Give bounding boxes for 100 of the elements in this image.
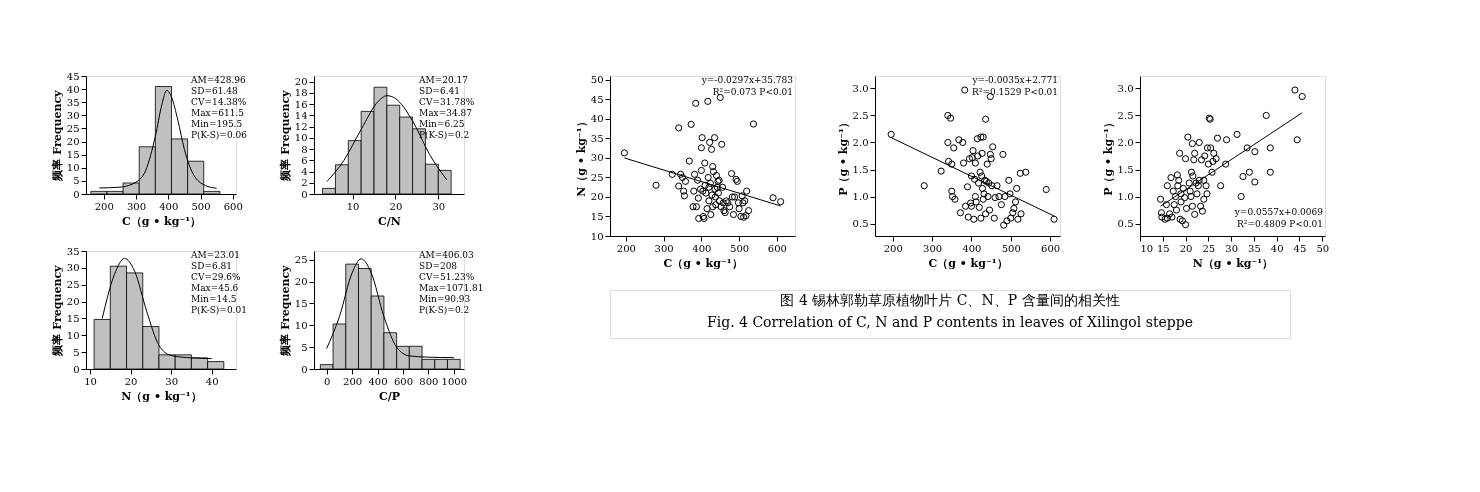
annotation: y=-0.0035x+2.771	[971, 75, 1058, 85]
x-tick-label: 500	[1001, 242, 1021, 254]
x-tick-label: 300	[654, 242, 674, 254]
y-axis-title: 频率 Frequency	[50, 264, 64, 357]
y-tick-label: 10	[294, 319, 308, 331]
x-tick-label: 1000	[441, 375, 468, 387]
y-tick-label: 1.0	[1117, 191, 1134, 203]
y-tick-label: 0	[301, 188, 308, 200]
y-axis-title: N（g • kg⁻¹）	[574, 116, 588, 197]
y-tick-label: 30	[66, 262, 80, 274]
y-tick-label: 8	[301, 143, 308, 155]
caption: Fig. 4 Correlation of C, N and P contents in leaves of Xilingol steppe	[706, 314, 1194, 330]
y-axis-title: 频率 Frequency	[278, 264, 292, 357]
x-tick-label: 20	[124, 375, 138, 387]
y-tick-label: 16	[294, 98, 308, 110]
y-tick-label: 0	[73, 188, 80, 200]
y-tick-label: 5	[73, 346, 80, 358]
annotation: CV=29.6%	[191, 272, 241, 282]
annotation: P(K-S)=0.01	[191, 305, 247, 315]
x-tick-label: 600	[767, 242, 787, 254]
y-tick-label: 1.5	[852, 164, 869, 176]
y-tick-label: 14	[294, 109, 308, 121]
x-tick-label: 30	[1225, 242, 1238, 254]
annotation: CV=51.23%	[419, 272, 475, 282]
y-tick-label: 50	[590, 74, 604, 86]
annotation: SD=6.81	[191, 261, 232, 271]
x-tick-label: 300	[923, 242, 943, 254]
annotation: AM=20.17	[418, 75, 469, 85]
y-tick-label: 1.0	[852, 191, 869, 203]
x-axis-title: C/N	[378, 214, 401, 228]
y-tick-label: 45	[590, 93, 604, 105]
y-tick-label: 5	[73, 175, 80, 187]
annotation: Max=45.6	[191, 283, 239, 293]
y-tick-label: 5	[301, 341, 308, 353]
x-tick-label: 20	[1179, 242, 1193, 254]
x-tick-label: 400	[962, 242, 982, 254]
y-axis-title: 频率 Frequency	[50, 89, 64, 182]
y-tick-label: 1.5	[1117, 164, 1134, 176]
x-tick-label: 200	[883, 242, 903, 254]
annotation: Max=611.5	[191, 108, 245, 118]
y-tick-label: 0.5	[852, 218, 869, 230]
x-tick-label: 800	[419, 375, 439, 387]
y-tick-label: 35	[66, 96, 80, 108]
y-tick-label: 18	[294, 87, 308, 99]
annotation: y=-0.0297x+35.783	[700, 75, 794, 85]
y-tick-label: 20	[66, 296, 80, 308]
x-tick-label: 500	[191, 200, 211, 212]
annotation: R²=0.073 P<0.01	[712, 87, 793, 97]
annotation: CV=31.78%	[419, 97, 475, 107]
y-tick-label: 40	[590, 113, 604, 125]
annotation: SD=6.41	[419, 86, 460, 96]
x-tick-label: 15	[1156, 242, 1170, 254]
y-tick-label: 30	[66, 109, 80, 121]
x-tick-label: 500	[730, 242, 750, 254]
y-axis-title: P（g • kg⁻¹）	[836, 117, 850, 196]
annotation: Max=1071.81	[419, 283, 484, 293]
annotation: Min=90.93	[419, 294, 471, 304]
annotation: CV=14.38%	[191, 97, 247, 107]
y-tick-label: 10	[66, 162, 80, 174]
x-axis-title: N（g • kg⁻¹）	[1192, 256, 1274, 270]
y-tick-label: 25	[66, 279, 80, 291]
x-tick-label: 45	[1293, 242, 1307, 254]
y-tick-label: 25	[66, 122, 80, 134]
y-tick-label: 0	[73, 363, 80, 375]
x-axis-title: C（g • kg⁻¹）	[121, 214, 202, 228]
x-tick-label: 30	[432, 200, 446, 212]
y-tick-label: 15	[66, 312, 80, 324]
x-axis-title: C（g • kg⁻¹）	[663, 256, 743, 270]
x-tick-label: 600	[223, 200, 243, 212]
x-tick-label: 200	[343, 375, 363, 387]
y-tick-label: 3.0	[852, 82, 869, 94]
x-tick-label: 400	[159, 200, 179, 212]
x-tick-label: 40	[1270, 242, 1284, 254]
annotation: AM=428.96	[190, 75, 247, 85]
y-tick-label: 6	[301, 154, 308, 166]
x-tick-label: 300	[126, 200, 147, 212]
y-tick-label: 15	[66, 149, 80, 161]
y-tick-label: 35	[590, 132, 604, 144]
y-tick-label: 10	[66, 329, 80, 341]
y-tick-label: 0	[301, 363, 308, 375]
x-axis-title: N（g • kg⁻¹）	[121, 389, 202, 403]
y-tick-label: 3.0	[1117, 82, 1134, 94]
caption: 图 4 锡林郭勒草原植物叶片 C、N、P 含量间的相关性	[780, 292, 1120, 308]
x-tick-label: 600	[393, 375, 414, 387]
y-tick-label: 4	[301, 166, 308, 178]
x-axis-title: C（g • kg⁻¹）	[928, 256, 1008, 270]
x-tick-label: 200	[616, 242, 636, 254]
annotation: AM=406.03	[418, 250, 475, 260]
y-tick-label: 2.0	[1117, 136, 1134, 148]
x-tick-label: 10	[346, 200, 360, 212]
y-axis-title: 频率 Frequency	[278, 89, 292, 182]
x-axis-title: C/P	[378, 389, 401, 403]
annotation: Min=195.5	[191, 119, 243, 129]
y-tick-label: 25	[590, 171, 604, 183]
x-tick-label: 25	[1202, 242, 1216, 254]
y-tick-label: 10	[590, 230, 604, 242]
x-tick-label: 10	[1140, 242, 1154, 254]
annotation: y=0.0557x+0.0069	[1233, 207, 1324, 217]
y-tick-label: 45	[66, 70, 80, 82]
annotation: Max=34.87	[419, 108, 473, 118]
